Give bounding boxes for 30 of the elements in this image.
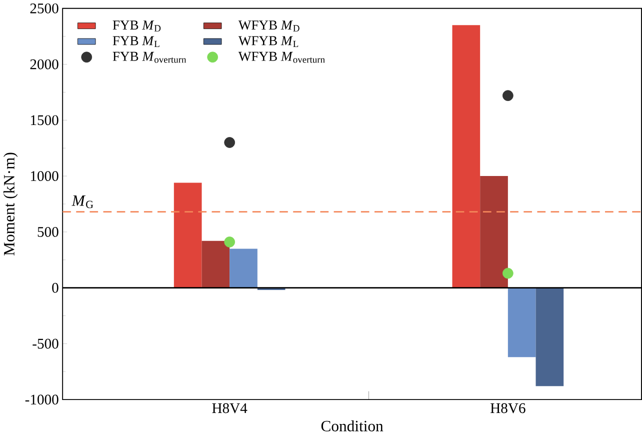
y-tick-label: 2000 <box>30 59 58 70</box>
y-axis-title: Moment (kN·m) <box>3 152 18 256</box>
bar <box>202 240 230 288</box>
bar <box>480 176 508 288</box>
legend-label: FYB M$_{D}$ <box>112 20 161 32</box>
y-tick-label: -1000 <box>25 394 58 405</box>
legend-label: FYB M$_{overturn}$ <box>112 52 186 63</box>
y-tick-label: -500 <box>32 338 58 349</box>
x-tick-label: H8V4 <box>212 403 248 414</box>
bar <box>508 288 536 358</box>
x-tick-label: H8V6 <box>490 403 526 414</box>
y-tick-label: 1500 <box>30 115 58 126</box>
point <box>502 268 514 279</box>
x-axis-title: Condition <box>321 420 384 432</box>
point <box>502 90 514 102</box>
point <box>224 137 236 148</box>
legend-label: WFYB M$_{overturn}$ <box>238 52 325 63</box>
legend-label: WFYB M$_{L}$ <box>238 36 298 48</box>
bar <box>452 25 480 288</box>
point <box>224 236 236 248</box>
y-tick-label: 2500 <box>30 4 58 14</box>
bar <box>174 182 202 288</box>
legend-label: WFYB M$_{D}$ <box>238 20 300 32</box>
y-tick-label: 1000 <box>30 171 58 182</box>
bar <box>536 288 564 386</box>
bar <box>230 248 258 288</box>
y-tick-label: 500 <box>38 227 58 237</box>
legend-label: FYB M$_{L}$ <box>112 36 160 48</box>
ref-line-label: M$_{G}$ <box>72 196 94 208</box>
y-tick-label: 0 <box>52 282 58 293</box>
